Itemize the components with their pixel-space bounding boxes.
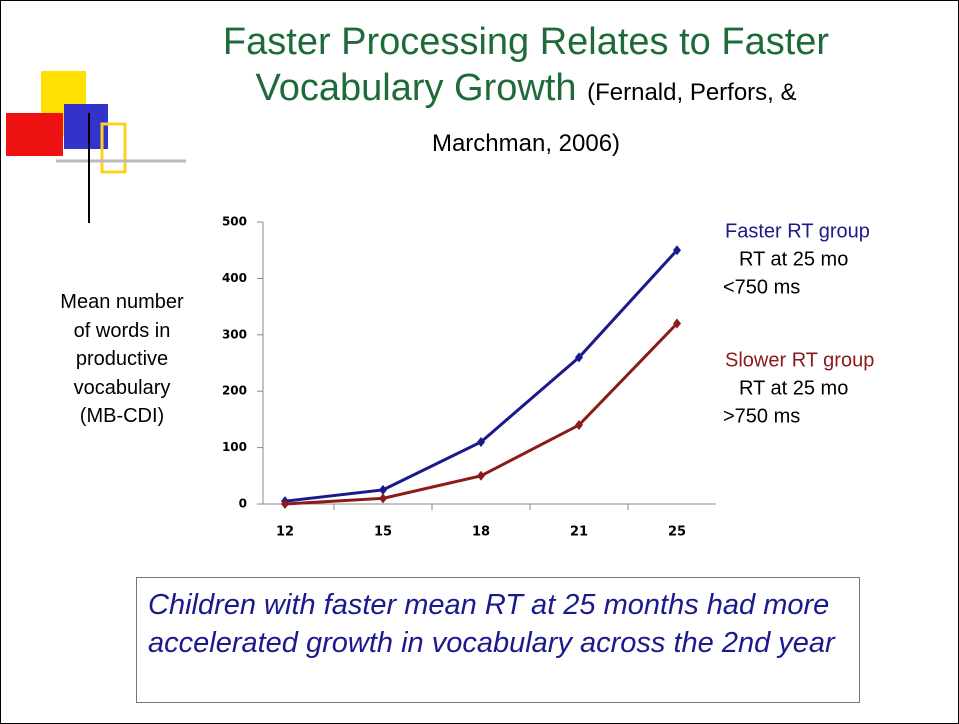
x-tick-label: 25 [668,525,686,540]
title: Faster Processing Relates to Faster Voca… [222,21,830,109]
title-block: Faster Processing Relates to Faster Voca… [206,19,846,167]
y-axis-label: Mean number of words in productive vocab… [60,291,184,427]
series-line [284,249,679,503]
legend-note: RT at 25 mo [739,248,848,270]
y-tick-label: 200 [222,384,247,398]
legend-note: >750 ms [723,405,800,427]
point [673,245,681,256]
y-tick-label: 500 [222,215,247,229]
point [575,420,583,431]
decor-square [6,113,63,156]
y-tick-label: 0 [239,497,247,511]
caption: Children with faster mean RT at 25 month… [136,577,860,703]
legend-label: Slower RT group [725,349,874,371]
y-tick-label: 300 [222,327,247,341]
x-tick-label: 12 [276,525,294,540]
legend-note: RT at 25 mo [739,377,848,399]
x-tick-label: 15 [374,525,392,540]
x-tick-label: 21 [570,525,588,540]
point [477,436,485,447]
point [379,484,387,495]
y-tick-label: 100 [222,440,247,454]
legend-label: Faster RT group [725,220,870,242]
decor-square [100,122,127,174]
point [575,352,583,363]
point [673,318,681,329]
legend-note: <750 ms [723,276,800,298]
citation: (Fernald, Perfors, & Marchman, 2006) [431,79,797,157]
y-tick-label: 400 [222,271,247,285]
point [379,493,387,504]
x-tick-label: 18 [472,525,490,540]
point [281,499,289,509]
point [477,470,485,481]
